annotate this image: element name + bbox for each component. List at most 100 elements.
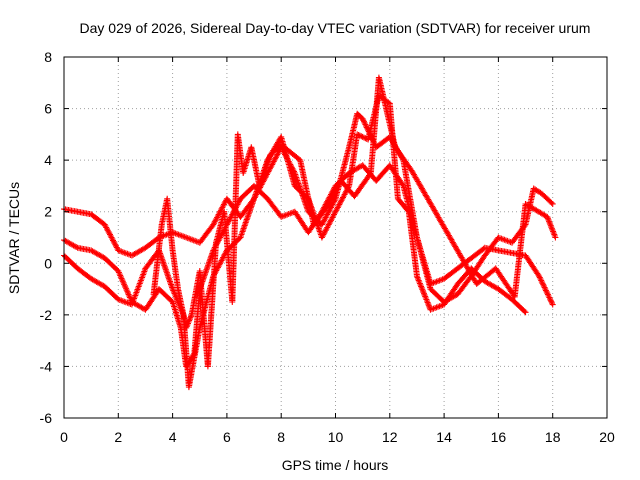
- plus-marker-run: [468, 245, 487, 262]
- x-tick-label: 12: [382, 429, 398, 445]
- plus-marker-run: [256, 153, 273, 189]
- plus-marker-run: [405, 208, 420, 278]
- plus-marker-run: [375, 74, 398, 149]
- y-tick-label: -6: [40, 410, 53, 426]
- plus-marker-run: [264, 195, 284, 219]
- plus-marker-run: [88, 275, 107, 289]
- plus-marker-run: [115, 268, 135, 304]
- plus-marker-run: [88, 247, 107, 261]
- y-tick-label: 0: [44, 255, 52, 271]
- plus-marker-run: [354, 131, 370, 142]
- y-tick-label: -2: [40, 307, 53, 323]
- y-tick-label: 4: [44, 152, 52, 168]
- plus-marker-run: [196, 222, 216, 246]
- y-axis-label: SDTVAR / TECUs: [6, 182, 22, 294]
- plus-marker-run: [427, 302, 446, 313]
- plus-marker-run: [538, 190, 555, 206]
- plus-marker-run: [473, 266, 498, 287]
- plus-marker: [549, 301, 556, 308]
- plus-marker-run: [204, 241, 219, 370]
- plus-marker-run: [237, 197, 257, 241]
- series-track-d: [150, 74, 559, 370]
- x-tick-label: 8: [277, 429, 285, 445]
- plus-marker-run: [318, 197, 338, 228]
- plus-marker-run: [367, 76, 382, 176]
- y-tick-label: 2: [44, 204, 52, 220]
- plus-marker-run: [128, 266, 148, 308]
- data-layer: [61, 74, 559, 391]
- x-tick-label: 16: [491, 429, 507, 445]
- plus-marker-run: [454, 274, 474, 298]
- plus-marker-run: [351, 171, 373, 200]
- y-tick-label: -4: [40, 358, 53, 374]
- plus-marker-run: [183, 313, 194, 331]
- plus-marker-run: [291, 208, 311, 234]
- plus-marker-run: [88, 211, 107, 227]
- plus-marker-run: [169, 247, 181, 291]
- plus-marker-run: [115, 247, 134, 258]
- plus-marker-run: [183, 234, 202, 246]
- x-tick-label: 14: [436, 429, 452, 445]
- x-tick-label: 6: [223, 429, 231, 445]
- plus-marker-run: [441, 266, 460, 282]
- plus-marker-run: [74, 244, 93, 254]
- plus-marker-run: [297, 157, 317, 226]
- plus-marker-run: [229, 133, 241, 305]
- plus-marker-run: [278, 141, 302, 163]
- plus-marker-run: [481, 278, 500, 292]
- series-track-c: [61, 92, 529, 391]
- plus-marker-run: [74, 208, 93, 217]
- plus-marker-run: [495, 234, 514, 246]
- plus-marker-run: [278, 209, 297, 220]
- plus-marker: [522, 309, 529, 316]
- plus-marker-run: [169, 299, 184, 330]
- plus-marker-run: [392, 144, 414, 173]
- grid-layer: [64, 57, 607, 418]
- plus-marker-run: [373, 134, 392, 151]
- plus-marker-run: [373, 163, 392, 184]
- plus-marker-run: [324, 179, 344, 210]
- plus-marker-run: [128, 245, 148, 259]
- plus-marker-run: [142, 235, 161, 251]
- plus-marker-run: [310, 204, 330, 228]
- plus-marker-run: [101, 283, 121, 302]
- plus-marker-run: [394, 195, 411, 214]
- plus-marker: [552, 234, 559, 241]
- plus-marker-run: [511, 202, 529, 300]
- plus-marker-run: [413, 273, 433, 312]
- plus-marker-run: [156, 286, 175, 304]
- x-tick-label: 0: [60, 429, 68, 445]
- plus-marker: [549, 200, 556, 207]
- plus-marker-run: [495, 247, 514, 256]
- plus-marker-run: [164, 195, 176, 252]
- plus-marker-run: [481, 244, 500, 254]
- plus-marker-run: [413, 234, 434, 286]
- chart-title: Day 029 of 2026, Sidereal Day-to-day VTE…: [80, 20, 591, 36]
- plus-marker-run: [495, 286, 514, 302]
- x-tick-label: 20: [599, 429, 615, 445]
- plus-marker-run: [237, 184, 256, 202]
- x-tick-label: 4: [169, 429, 177, 445]
- plus-marker-run: [74, 265, 93, 281]
- y-tick-label: 6: [44, 101, 52, 117]
- plus-marker-run: [427, 286, 446, 304]
- plus-marker-run: [509, 296, 528, 315]
- x-tick-label: 2: [114, 429, 122, 445]
- plus-marker-run: [536, 273, 555, 307]
- plus-marker-run: [337, 177, 357, 199]
- y-tick-label: 8: [44, 49, 52, 65]
- plus-marker-run: [210, 197, 230, 228]
- plus-marker-run: [522, 201, 549, 220]
- x-axis-label: GPS time / hours: [282, 457, 389, 473]
- plus-marker-run: [544, 213, 558, 239]
- x-tick-label: 10: [328, 429, 344, 445]
- plus-marker-run: [101, 255, 121, 273]
- plus-marker-run: [400, 182, 420, 239]
- plus-marker-run: [530, 185, 544, 196]
- plus-marker-run: [185, 326, 203, 391]
- plus-marker-run: [150, 223, 165, 298]
- plus-marker-run: [346, 132, 360, 189]
- plus-marker-run: [441, 282, 460, 308]
- plus-marker-run: [522, 252, 542, 278]
